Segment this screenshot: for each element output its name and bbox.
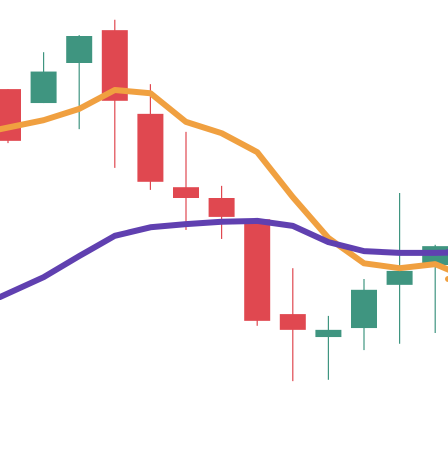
candle-0 (0, 89, 21, 144)
candle-10 (351, 279, 377, 351)
candle-body-up (30, 71, 57, 104)
moving-average-lines (0, 87, 448, 300)
candle-5 (173, 131, 199, 230)
candle-body-down (279, 314, 306, 330)
candle-body-up (386, 270, 413, 285)
candle-1 (30, 52, 57, 104)
candle-body-down (0, 89, 21, 141)
candle-6 (208, 185, 235, 239)
candle-body-down (208, 198, 235, 217)
candle-9 (315, 315, 342, 380)
candle-7 (244, 219, 271, 326)
candle-body-down (244, 219, 271, 321)
candle-body-up (351, 289, 377, 329)
candle-body-up (315, 329, 342, 338)
candle-body-down (137, 113, 164, 182)
candle-body-down (173, 187, 199, 198)
moving-average-line-long (0, 217, 448, 300)
candle-2 (66, 35, 93, 130)
candle-4 (137, 84, 164, 190)
candle-8 (279, 268, 306, 382)
candle-body-up (66, 36, 93, 63)
candles-layer (0, 19, 448, 382)
moving-average-line-short (0, 87, 448, 282)
candle-12 (422, 244, 448, 333)
